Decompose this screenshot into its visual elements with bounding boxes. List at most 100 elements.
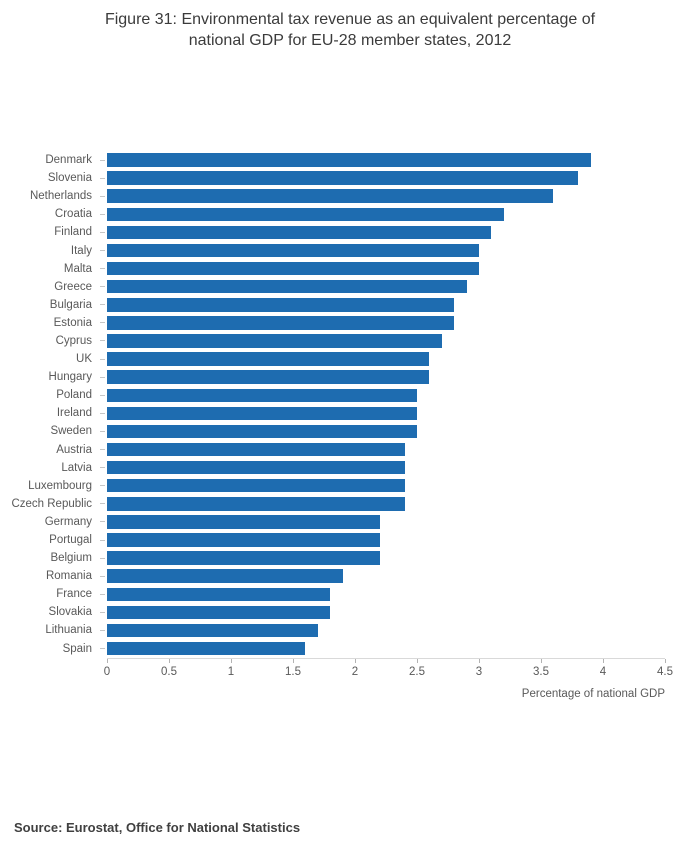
bar-row: Netherlands (0, 187, 665, 205)
bar-track (107, 621, 665, 639)
y-tick-mark (100, 467, 105, 469)
bar (107, 279, 467, 294)
category-label: Latvia (61, 461, 92, 474)
category-label: Finland (54, 226, 92, 239)
category-label: Greece (54, 280, 92, 293)
bar-track (107, 296, 665, 314)
y-tick-mark (100, 611, 105, 613)
bar-track (107, 260, 665, 278)
bar-track (107, 223, 665, 241)
bar (107, 370, 430, 384)
category-label: Czech Republic (11, 497, 92, 510)
y-tick-mark (100, 213, 105, 215)
source-note: Source: Eurostat, Office for National St… (14, 820, 301, 835)
category-label: Portugal (49, 534, 92, 547)
x-tick-mark (106, 658, 108, 663)
bar-row: Bulgaria (0, 296, 665, 314)
x-tick-mark (292, 658, 294, 663)
bar-track (107, 513, 665, 531)
category-label: Romania (45, 570, 92, 583)
x-tick-label: 4 (599, 665, 607, 678)
category-label: Slovakia (48, 606, 92, 619)
bar-row: France (0, 585, 665, 603)
y-tick-mark (100, 629, 105, 631)
bar (107, 569, 343, 583)
bar (107, 605, 331, 620)
bar-row: Slovakia (0, 603, 665, 621)
category-label: Belgium (50, 552, 92, 565)
x-tick-label: 3 (475, 665, 483, 678)
y-tick-mark (100, 322, 105, 324)
category-label: Poland (56, 389, 92, 402)
y-tick-mark (100, 394, 105, 396)
category-label: France (56, 588, 92, 601)
x-tick-mark (416, 658, 418, 663)
bar-row: Belgium (0, 549, 665, 567)
bar-track (107, 332, 665, 350)
x-tick-label: 1 (227, 665, 235, 678)
y-tick-mark (100, 231, 105, 233)
y-tick-mark (100, 358, 105, 360)
bar-track (107, 386, 665, 404)
category-label: Luxembourg (28, 479, 92, 492)
y-tick-mark (100, 177, 105, 179)
bar-row: Luxembourg (0, 477, 665, 495)
y-tick-mark (100, 376, 105, 378)
bar-track (107, 151, 665, 169)
category-label: Slovenia (47, 172, 92, 185)
plot-rows: Denmark Slovenia Netherlands Croatia Finland… (0, 151, 665, 658)
bar-row: Slovenia (0, 169, 665, 187)
chart-title: Figure 31: Environmental tax revenue as … (0, 0, 700, 51)
bar-row: Czech Republic (0, 495, 665, 513)
bar-track (107, 640, 665, 658)
y-tick-mark (100, 593, 105, 595)
bar-row: Spain (0, 640, 665, 658)
x-axis: 0 0.5 1 1.5 2 2.5 3 3.5 4 4.5 (104, 657, 673, 687)
category-label: Bulgaria (49, 298, 92, 311)
bar-row: Estonia (0, 314, 665, 332)
category-label: Estonia (53, 316, 92, 329)
bar-row: Sweden (0, 422, 665, 440)
x-tick-mark (602, 658, 604, 663)
bar (107, 352, 430, 366)
x-tick-label: 1.5 (285, 665, 301, 678)
x-tick-label: 0.5 (161, 665, 177, 678)
x-tick-mark (664, 658, 666, 663)
bar (107, 406, 417, 421)
bar (107, 515, 380, 529)
bar (107, 442, 405, 457)
x-tick-mark (540, 658, 542, 663)
bar-row: Germany (0, 513, 665, 531)
bar (107, 153, 591, 167)
bar-track (107, 205, 665, 223)
x-tick-mark (230, 658, 232, 663)
bar-track (107, 567, 665, 585)
bar-chart: Denmark Slovenia Netherlands Croatia Finland… (0, 151, 673, 700)
bar-track (107, 549, 665, 567)
category-label: Sweden (50, 425, 92, 438)
bar-track (107, 169, 665, 187)
bar (107, 424, 417, 439)
y-tick-mark (100, 159, 105, 161)
bar (107, 551, 380, 565)
category-label: Cyprus (55, 334, 92, 347)
bar-row: Poland (0, 386, 665, 404)
bar-track (107, 241, 665, 259)
category-label: Denmark (45, 154, 92, 167)
y-tick-mark (100, 648, 105, 650)
bar-track (107, 404, 665, 422)
bar-row: Croatia (0, 205, 665, 223)
y-tick-mark (100, 449, 105, 451)
category-label: Lithuania (45, 624, 92, 637)
bar-track (107, 585, 665, 603)
y-tick-mark (100, 412, 105, 414)
x-tick-label: 4.5 (657, 665, 673, 678)
category-label: Netherlands (29, 190, 92, 203)
bar-row: Italy (0, 241, 665, 259)
bar-row: Cyprus (0, 332, 665, 350)
category-label: Germany (44, 515, 92, 528)
bar-track (107, 459, 665, 477)
category-label: Malta (63, 262, 92, 275)
x-tick-mark (354, 658, 356, 663)
